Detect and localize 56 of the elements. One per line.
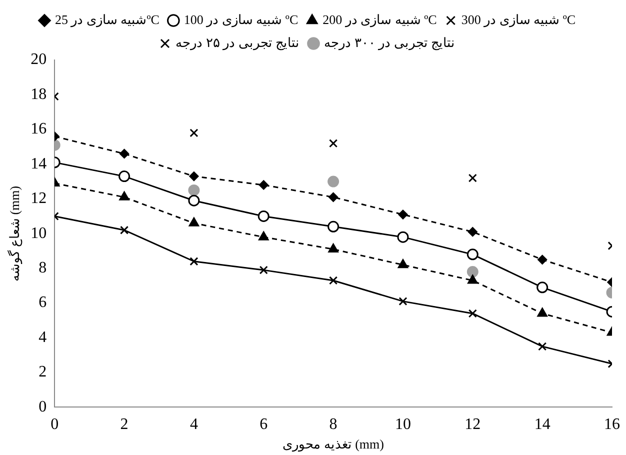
point — [538, 254, 548, 264]
y-tick-label: 0 — [38, 398, 47, 416]
x-tick-label: 4 — [190, 416, 198, 434]
point — [398, 259, 408, 268]
point — [468, 227, 478, 237]
x-tick-label: 14 — [534, 416, 550, 434]
point — [536, 282, 548, 294]
point — [190, 257, 198, 266]
legend-label: شبیه سازی در 25ºC — [54, 12, 160, 28]
legend-label: نتایج تجربی در ۳۰۰ درجه — [324, 34, 455, 51]
point — [189, 172, 199, 182]
point — [258, 180, 268, 190]
x-axis-title: تغذیه محوری (mm) — [282, 436, 384, 453]
point — [119, 191, 130, 200]
y-tick-label: 12 — [30, 190, 47, 208]
x-tick-label: 8 — [329, 416, 338, 434]
y-tick-label: 18 — [30, 86, 47, 103]
point — [258, 231, 269, 240]
point — [120, 148, 130, 158]
point — [397, 231, 409, 243]
point — [468, 274, 478, 284]
point — [328, 192, 338, 202]
point — [538, 342, 547, 351]
y-tick-label: 2 — [38, 364, 47, 381]
point — [398, 210, 408, 220]
legend-label: شبیه سازی در 100 ºC — [184, 12, 298, 28]
x-tick-label: 6 — [260, 416, 268, 434]
x-tick-label: 10 — [394, 416, 411, 434]
point — [537, 308, 548, 317]
x-tick-label: 2 — [120, 416, 128, 434]
point — [328, 243, 338, 252]
y-tick-label: 6 — [38, 294, 47, 312]
point — [468, 309, 477, 318]
x-tick-label: 0 — [50, 416, 59, 434]
y-axis-title: شعاع گوشه (mm) — [7, 186, 24, 282]
y-tick-label: 20 — [30, 51, 47, 68]
point — [398, 297, 408, 306]
point — [329, 276, 338, 285]
x-tick-label: 16 — [604, 416, 620, 434]
point — [188, 217, 200, 226]
point — [258, 210, 270, 222]
y-tick-label: 4 — [38, 328, 47, 346]
point — [466, 248, 478, 260]
point — [118, 170, 130, 182]
x-tick-label: 12 — [464, 416, 481, 434]
point — [259, 266, 268, 274]
legend-label: نتایج تجربی در ۲۵ درجه — [176, 34, 300, 51]
legend-label: شبیه سازی در 300 ºC — [461, 12, 576, 28]
y-tick-label: 16 — [30, 120, 47, 138]
y-tick-label: 14 — [30, 155, 47, 172]
legend-label: شبیه سازی در 200 ºC — [322, 12, 437, 28]
point — [120, 226, 129, 234]
point — [188, 194, 200, 206]
point — [328, 220, 340, 232]
y-tick-label: 8 — [38, 260, 47, 277]
y-tick-label: 10 — [30, 224, 47, 242]
